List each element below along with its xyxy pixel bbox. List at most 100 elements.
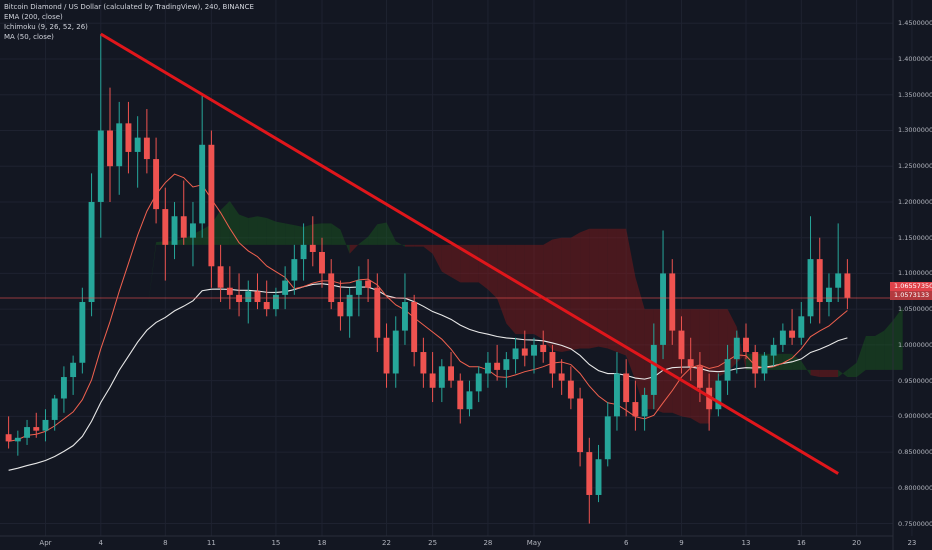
ichimoku-cloud-segment: [239, 214, 249, 245]
candle-body: [51, 398, 58, 420]
ichimoku-cloud-segment: [377, 222, 387, 245]
candle-body: [134, 137, 141, 152]
candle-body: [171, 216, 178, 245]
candle-body: [411, 302, 418, 353]
candle-body: [374, 287, 381, 338]
x-tick-label: 28: [483, 539, 493, 547]
ichimoku-cloud-segment: [828, 369, 839, 378]
candle-body: [669, 273, 676, 331]
ichimoku-cloud-segment: [801, 360, 811, 376]
y-tick-label: 1.20000000: [898, 197, 932, 206]
ichimoku-cloud-segment: [616, 228, 627, 356]
candle-body: [724, 359, 731, 381]
candle-body: [558, 373, 565, 381]
x-tick-label: 18: [317, 539, 327, 547]
candle-body: [816, 259, 823, 303]
candle-body: [798, 316, 805, 338]
candle-body: [383, 337, 390, 374]
candle-body: [614, 373, 620, 417]
x-tick-label: 16: [796, 539, 806, 547]
candle-body: [245, 291, 252, 303]
candle-body: [743, 337, 749, 353]
candle-body: [641, 394, 648, 417]
candle-body: [577, 398, 584, 453]
candle-body: [208, 144, 215, 267]
x-tick-label: 15: [271, 539, 281, 547]
y-tick-label: 0.75000000: [898, 519, 932, 528]
candle-body: [33, 427, 40, 431]
x-tick-label: 20: [852, 539, 862, 547]
ichimoku-cloud-segment: [589, 228, 599, 349]
ichimoku-cloud-segment: [626, 228, 636, 381]
ichimoku-cloud-segment: [303, 224, 313, 245]
candle-body: [300, 244, 307, 260]
candle-body: [448, 366, 454, 381]
ichimoku-cloud-segment: [220, 201, 230, 245]
candle-body: [97, 130, 104, 202]
candle-body: [355, 280, 362, 295]
candle-body: [190, 223, 196, 238]
candle-body: [512, 348, 519, 360]
last-price-tag: 1.06557350: [890, 282, 932, 291]
candle-body: [687, 359, 694, 367]
x-tick-label: 22: [382, 539, 391, 547]
x-tick-label: May: [526, 539, 542, 547]
ichimoku-cloud-segment: [607, 228, 617, 353]
ichimoku-cloud-segment: [884, 319, 894, 370]
candle-body: [567, 380, 574, 399]
ichimoku-cloud-segment: [460, 244, 470, 283]
candle-body: [595, 459, 602, 495]
ichimoku-cloud-segment: [478, 244, 488, 290]
x-tick-label: 23: [907, 539, 917, 547]
candle-body: [282, 280, 289, 295]
y-tick-label: 1.30000000: [898, 126, 932, 135]
candle-body: [521, 348, 528, 356]
x-tick-label: 25: [428, 539, 438, 547]
candle-body: [586, 452, 593, 495]
candle-body: [466, 391, 473, 410]
ichimoku-cloud-segment: [414, 244, 424, 247]
ichimoku-cloud-segment: [266, 218, 276, 245]
x-tick-label: 6: [623, 539, 629, 547]
x-tick-label: Apr: [39, 539, 52, 547]
y-tick-label: 1.15000000: [898, 233, 932, 242]
ichimoku-cloud-segment: [229, 201, 240, 245]
ichimoku-cloud-segment: [257, 216, 267, 245]
candle-body: [650, 344, 657, 395]
ichimoku-cloud-segment: [349, 243, 359, 254]
ichimoku-cloud-segment: [598, 228, 608, 349]
x-tick-label: 4: [98, 539, 104, 547]
candle-body: [826, 287, 832, 303]
ichimoku-cloud-segment: [358, 236, 369, 245]
ichimoku-cloud-segment: [580, 228, 590, 349]
y-tick-label: 1.35000000: [898, 90, 932, 99]
candle-body: [42, 419, 49, 431]
candle-body: [263, 302, 270, 310]
candle-body: [337, 302, 344, 317]
ichimoku-cloud-segment: [469, 244, 479, 283]
ichimoku-cloud-segment: [515, 244, 525, 335]
secondary-price-tag: 1.0573133: [890, 291, 932, 300]
ichimoku-cloud-segment: [386, 222, 396, 245]
candle-body: [623, 373, 630, 403]
candle-body: [236, 294, 242, 303]
candle-body: [5, 434, 12, 442]
candle-body: [540, 344, 547, 353]
ichimoku-cloud-segment: [395, 241, 405, 247]
ichimoku-cloud-segment: [275, 221, 286, 245]
ichimoku-cloud-segment: [368, 224, 378, 245]
candle-body: [14, 437, 21, 442]
ichimoku-cloud-segment: [856, 335, 866, 378]
ichimoku-cloud-segment: [893, 307, 903, 370]
candle-body: [24, 427, 30, 438]
candle-body: [494, 362, 501, 370]
ichimoku-cloud-segment: [875, 330, 885, 370]
ichimoku-cloud-segment: [312, 223, 322, 245]
